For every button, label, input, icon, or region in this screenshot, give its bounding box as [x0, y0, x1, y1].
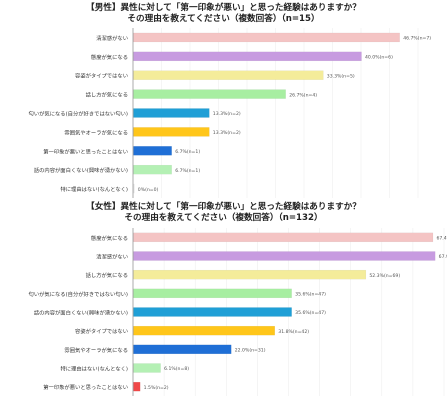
chart-plot: 清潔感がない 46.7%(n=7) 態度が気になる 40.0%(n=6) 容姿がタイプで…: [29, 28, 431, 198]
bar: [133, 251, 436, 261]
category-label: 話の内容が面白くない(興味が湧かない): [34, 309, 128, 317]
category-label: 特に理由はない(なんとなく): [60, 365, 128, 373]
bar: [133, 363, 161, 373]
bar: [133, 288, 292, 299]
bar: [133, 307, 292, 317]
data-label: 6.7%(n=1): [175, 149, 200, 155]
category-label: 態度が気になる: [91, 234, 128, 242]
chart-plot: 態度が気になる 67.4%(n=89) 清潔感がない 67.9%(n=89) 話し方が気…: [29, 228, 447, 396]
male-subtitle: その理由を教えてください（複数回答）（n=15）: [127, 14, 320, 24]
data-label: 35.6%(n=47): [295, 292, 326, 298]
category-label: 話し方が気になる: [86, 91, 128, 99]
bar: [133, 70, 324, 80]
data-label: 0%(n=0): [138, 187, 159, 193]
data-label: 13.3%(n=2): [213, 130, 241, 136]
category-label: 雰囲気やオーラが気になる: [64, 346, 128, 354]
data-label: 52.3%(n=69): [369, 273, 400, 279]
data-label: 67.9%(n=89): [439, 254, 447, 260]
bar: [133, 269, 367, 280]
category-label: 態度が気になる: [91, 53, 128, 61]
data-label: 1.5%(n=2): [144, 385, 169, 391]
bar: [133, 89, 286, 99]
bar: [133, 108, 210, 118]
category-label: 容姿がタイプではない: [75, 327, 128, 335]
bar: [133, 183, 135, 194]
bar: [133, 32, 400, 43]
category-label: 清潔感がない: [96, 34, 128, 42]
data-label: 6.7%(n=1): [175, 168, 200, 174]
data-label: 40.0%(n=6): [365, 55, 393, 61]
male-chart-title: 【男性】異性に対して「第一印象が悪い」と思った経験はありますか？ その理由を教え…: [0, 3, 447, 25]
category-label: 雰囲気やオーラが気になる: [64, 128, 128, 136]
category-label: 清潔感がない: [96, 253, 128, 261]
data-label: 33.3%(n=5): [327, 73, 355, 79]
data-label: 6.1%(n=8): [164, 366, 189, 372]
category-label: 匂いが気になる(自分が好きではない匂い): [29, 110, 128, 118]
female-bar-chart: 態度が気になる 67.4%(n=89) 清潔感がない 67.9%(n=89) 話し方が気…: [29, 228, 447, 396]
female-title: 【女性】異性に対して「第一印象が悪い」と思った経験はありますか？: [86, 202, 361, 212]
data-label: 46.7%(n=7): [403, 36, 431, 42]
category-label: 特に理由はない(なんとなく): [60, 185, 128, 193]
bar: [133, 164, 172, 175]
data-label: 26.7%(n=4): [289, 92, 317, 98]
data-label: 31.8%(n=42): [278, 329, 309, 335]
data-label: 35.6%(n=47): [295, 310, 326, 316]
bar: [133, 127, 210, 137]
female-chart-title: 【女性】異性に対して「第一印象が悪い」と思った経験はありますか？ その理由を教え…: [0, 202, 447, 224]
bar: [133, 51, 362, 62]
category-label: 容姿がタイプではない: [75, 72, 128, 80]
male-bar-chart: 清潔感がない 46.7%(n=7) 態度が気になる 40.0%(n=6) 容姿がタイプで…: [29, 28, 431, 198]
data-label: 13.3%(n=2): [213, 111, 241, 117]
bar: [133, 232, 434, 243]
bar: [133, 344, 232, 355]
category-label: 話し方が気になる: [86, 271, 128, 279]
bar: [133, 381, 141, 392]
category-label: 第一印象が悪いと思ったことはない: [43, 383, 128, 391]
category-label: 第一印象が悪いと思ったことはない: [43, 147, 128, 155]
bar: [133, 146, 172, 156]
male-title: 【男性】異性に対して「第一印象が悪い」と思った経験はありますか？: [86, 3, 361, 13]
data-label: 22.0%(n=31): [235, 348, 266, 354]
bar: [133, 325, 275, 336]
data-label: 67.4%(n=89): [436, 236, 447, 242]
female-subtitle: その理由を教えてください（複数回答）（n=132）: [124, 213, 323, 223]
category-label: 匂いが気になる(自分が好きではない匂い): [29, 290, 128, 298]
category-label: 話の内容が面白くない(興味が湧かない): [34, 166, 128, 174]
